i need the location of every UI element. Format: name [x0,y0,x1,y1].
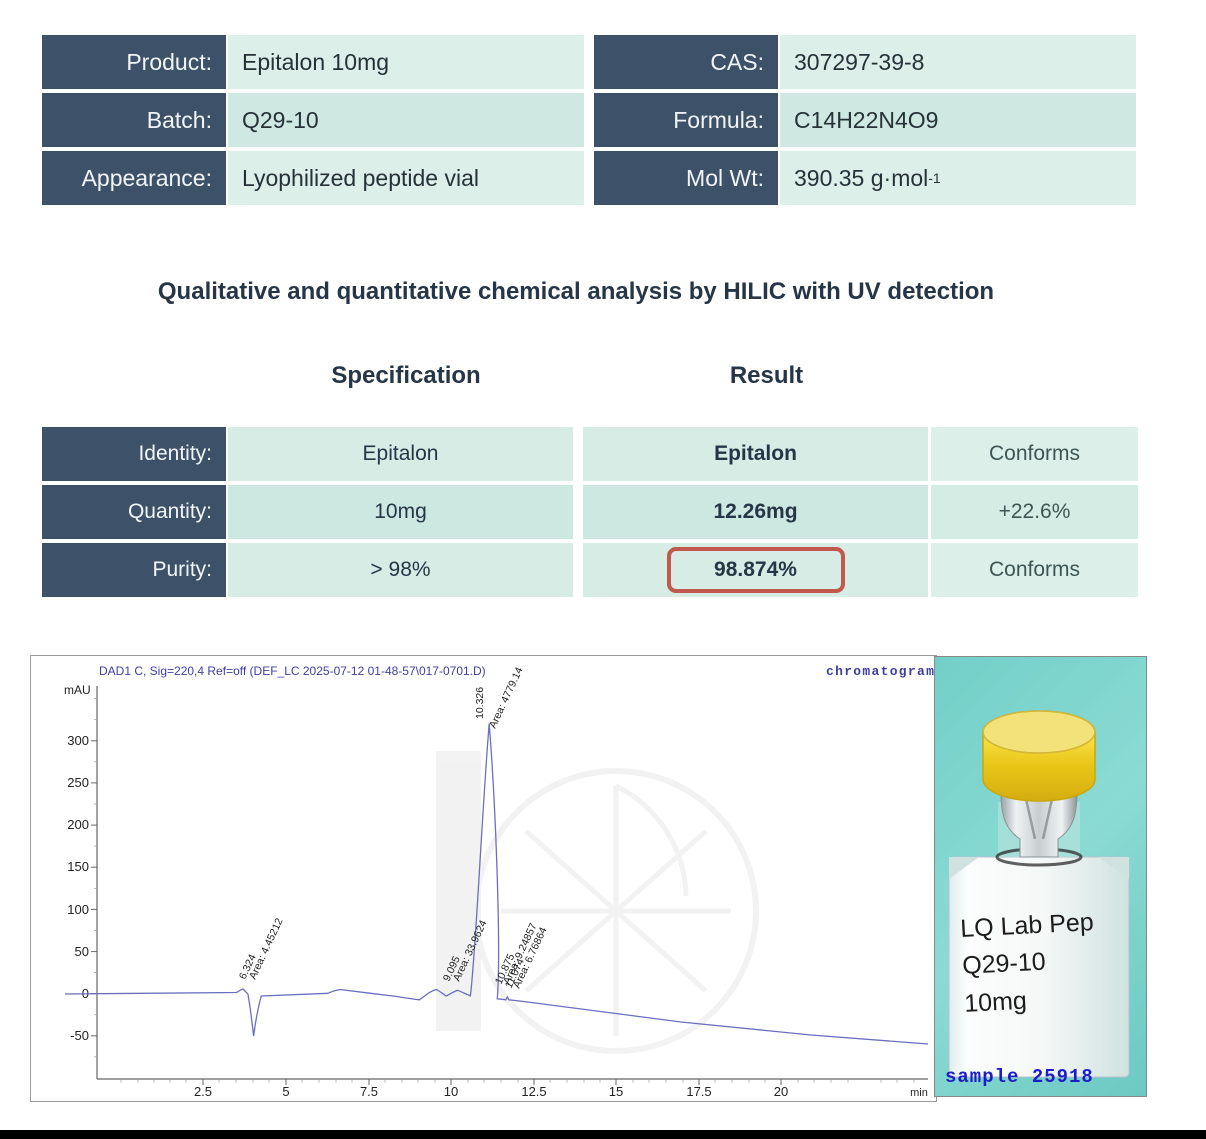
svg-text:5: 5 [282,1084,289,1099]
svg-text:50: 50 [75,944,89,959]
svg-text:100: 100 [67,902,89,917]
svg-text:10: 10 [444,1084,458,1099]
svg-text:min: min [910,1087,928,1099]
svg-text:300: 300 [67,733,89,748]
svg-text:12.5: 12.5 [521,1084,546,1099]
svg-text:7.5: 7.5 [360,1084,378,1099]
svg-text:Q29-10: Q29-10 [962,948,1047,980]
svg-text:20: 20 [774,1084,788,1099]
svg-text:10mg: 10mg [964,987,1028,1018]
svg-text:-50: -50 [70,1028,89,1043]
svg-text:mAU: mAU [64,683,91,697]
svg-text:17.5: 17.5 [686,1084,711,1099]
svg-text:200: 200 [67,817,89,832]
svg-text:2.5: 2.5 [194,1084,212,1099]
svg-text:15: 15 [609,1084,623,1099]
svg-text:Area: 4.45212: Area: 4.45212 [247,916,286,981]
svg-text:250: 250 [67,775,89,790]
svg-text:150: 150 [67,859,89,874]
svg-text:10.326: 10.326 [474,687,486,719]
svg-text:Area: 4779.14: Area: 4779.14 [487,665,526,730]
